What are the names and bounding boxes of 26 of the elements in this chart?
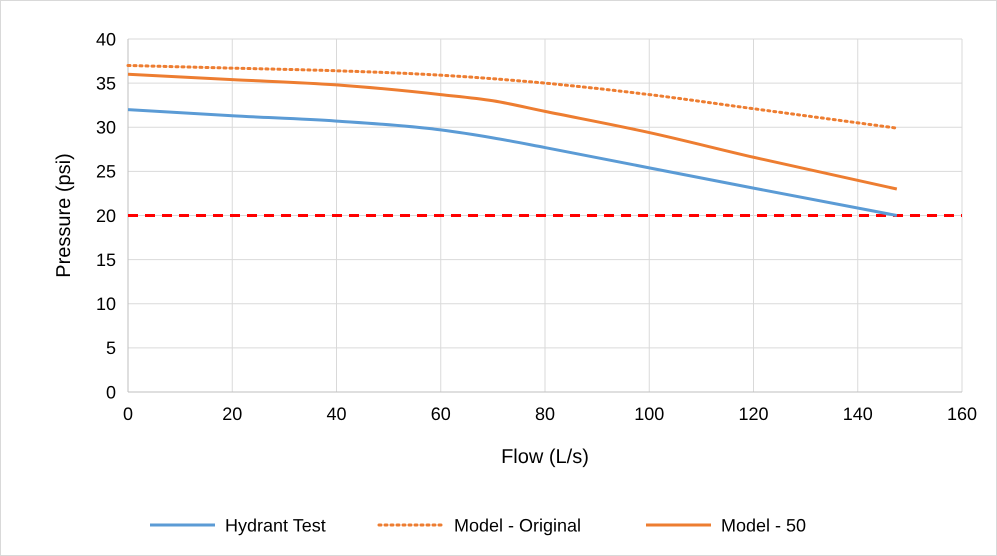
- y-tick-label: 5: [106, 338, 116, 358]
- line-series: [126, 72, 898, 191]
- legend-label: Model - 50: [721, 515, 806, 536]
- x-tick-label: 120: [738, 404, 769, 424]
- y-tick-label: 0: [106, 382, 116, 402]
- y-tick-label: 10: [96, 294, 116, 314]
- y-tick-label: 15: [96, 250, 116, 270]
- x-tick-label: 140: [842, 404, 873, 424]
- y-axis-title: Pressure (psi): [53, 153, 75, 278]
- y-tick-label: 20: [96, 206, 116, 226]
- legend-label: Model - Original: [454, 515, 582, 536]
- x-tick-label: 60: [430, 404, 451, 424]
- legend-label: Hydrant Test: [225, 515, 326, 536]
- y-tick-label: 30: [96, 118, 116, 138]
- y-tick-label: 40: [96, 29, 116, 50]
- x-tick-label: 160: [946, 404, 978, 424]
- y-tick-label: 25: [96, 162, 116, 182]
- line-series: [126, 108, 898, 217]
- x-tick-label: 80: [534, 404, 556, 424]
- x-tick-label: 100: [634, 404, 664, 424]
- x-tick-label: 40: [326, 404, 347, 424]
- x-axis-title: Flow (L/s): [501, 446, 589, 468]
- line-series: [126, 64, 898, 130]
- y-tick-label: 35: [96, 73, 116, 94]
- x-tick-label: 0: [122, 404, 134, 424]
- x-tick-label: 20: [222, 404, 242, 424]
